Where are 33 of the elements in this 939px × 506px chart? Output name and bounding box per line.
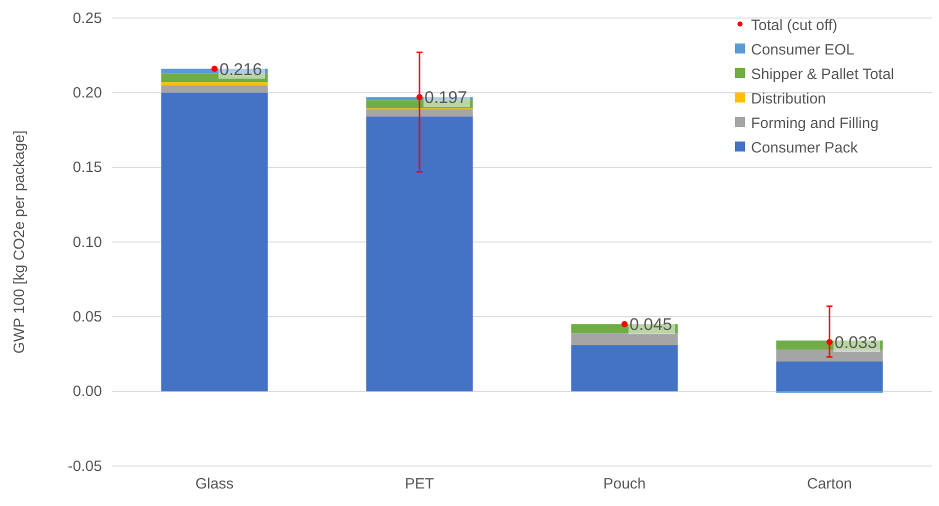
- bar: [776, 361, 883, 392]
- bar: [366, 109, 473, 117]
- y-tick-label: 0.00: [72, 383, 102, 400]
- point: [621, 321, 628, 328]
- bar: [161, 85, 268, 93]
- bar: [571, 333, 678, 346]
- x-tick-label: Glass: [195, 476, 234, 493]
- legend-label: Consumer EOL: [751, 42, 854, 58]
- y-tick-label: 0.20: [72, 84, 102, 102]
- x-tick-label: PET: [404, 476, 434, 493]
- bar: [161, 92, 268, 392]
- legend-label: Total (cut off): [751, 17, 838, 34]
- bar: [366, 116, 473, 392]
- y-tick-label: -0.05: [68, 458, 102, 475]
- bar: [776, 350, 883, 362]
- bar: [161, 82, 268, 86]
- point: [211, 66, 218, 72]
- y-axis-title: GWP 100 [kg CO2e per package]: [11, 130, 28, 354]
- legend-label: Shipper & Pallet Total: [751, 66, 894, 83]
- legend-label: Distribution: [751, 90, 826, 108]
- x-tick-label: Pouch: [603, 476, 646, 493]
- bar: [571, 345, 678, 392]
- y-tick-label: 0.15: [72, 159, 102, 176]
- point: [416, 94, 423, 100]
- legend-label: Consumer Pack: [751, 140, 858, 156]
- data-label: 0.197: [424, 88, 468, 108]
- y-tick-label: 0.05: [72, 308, 102, 326]
- y-tick-label: 0.25: [72, 10, 102, 27]
- y-tick-label: 0.10: [72, 234, 102, 251]
- data-label: 0.216: [220, 60, 262, 79]
- point: [826, 338, 833, 346]
- legend-label: Forming and Filling: [751, 115, 879, 132]
- x-tick-label: Carton: [806, 476, 852, 493]
